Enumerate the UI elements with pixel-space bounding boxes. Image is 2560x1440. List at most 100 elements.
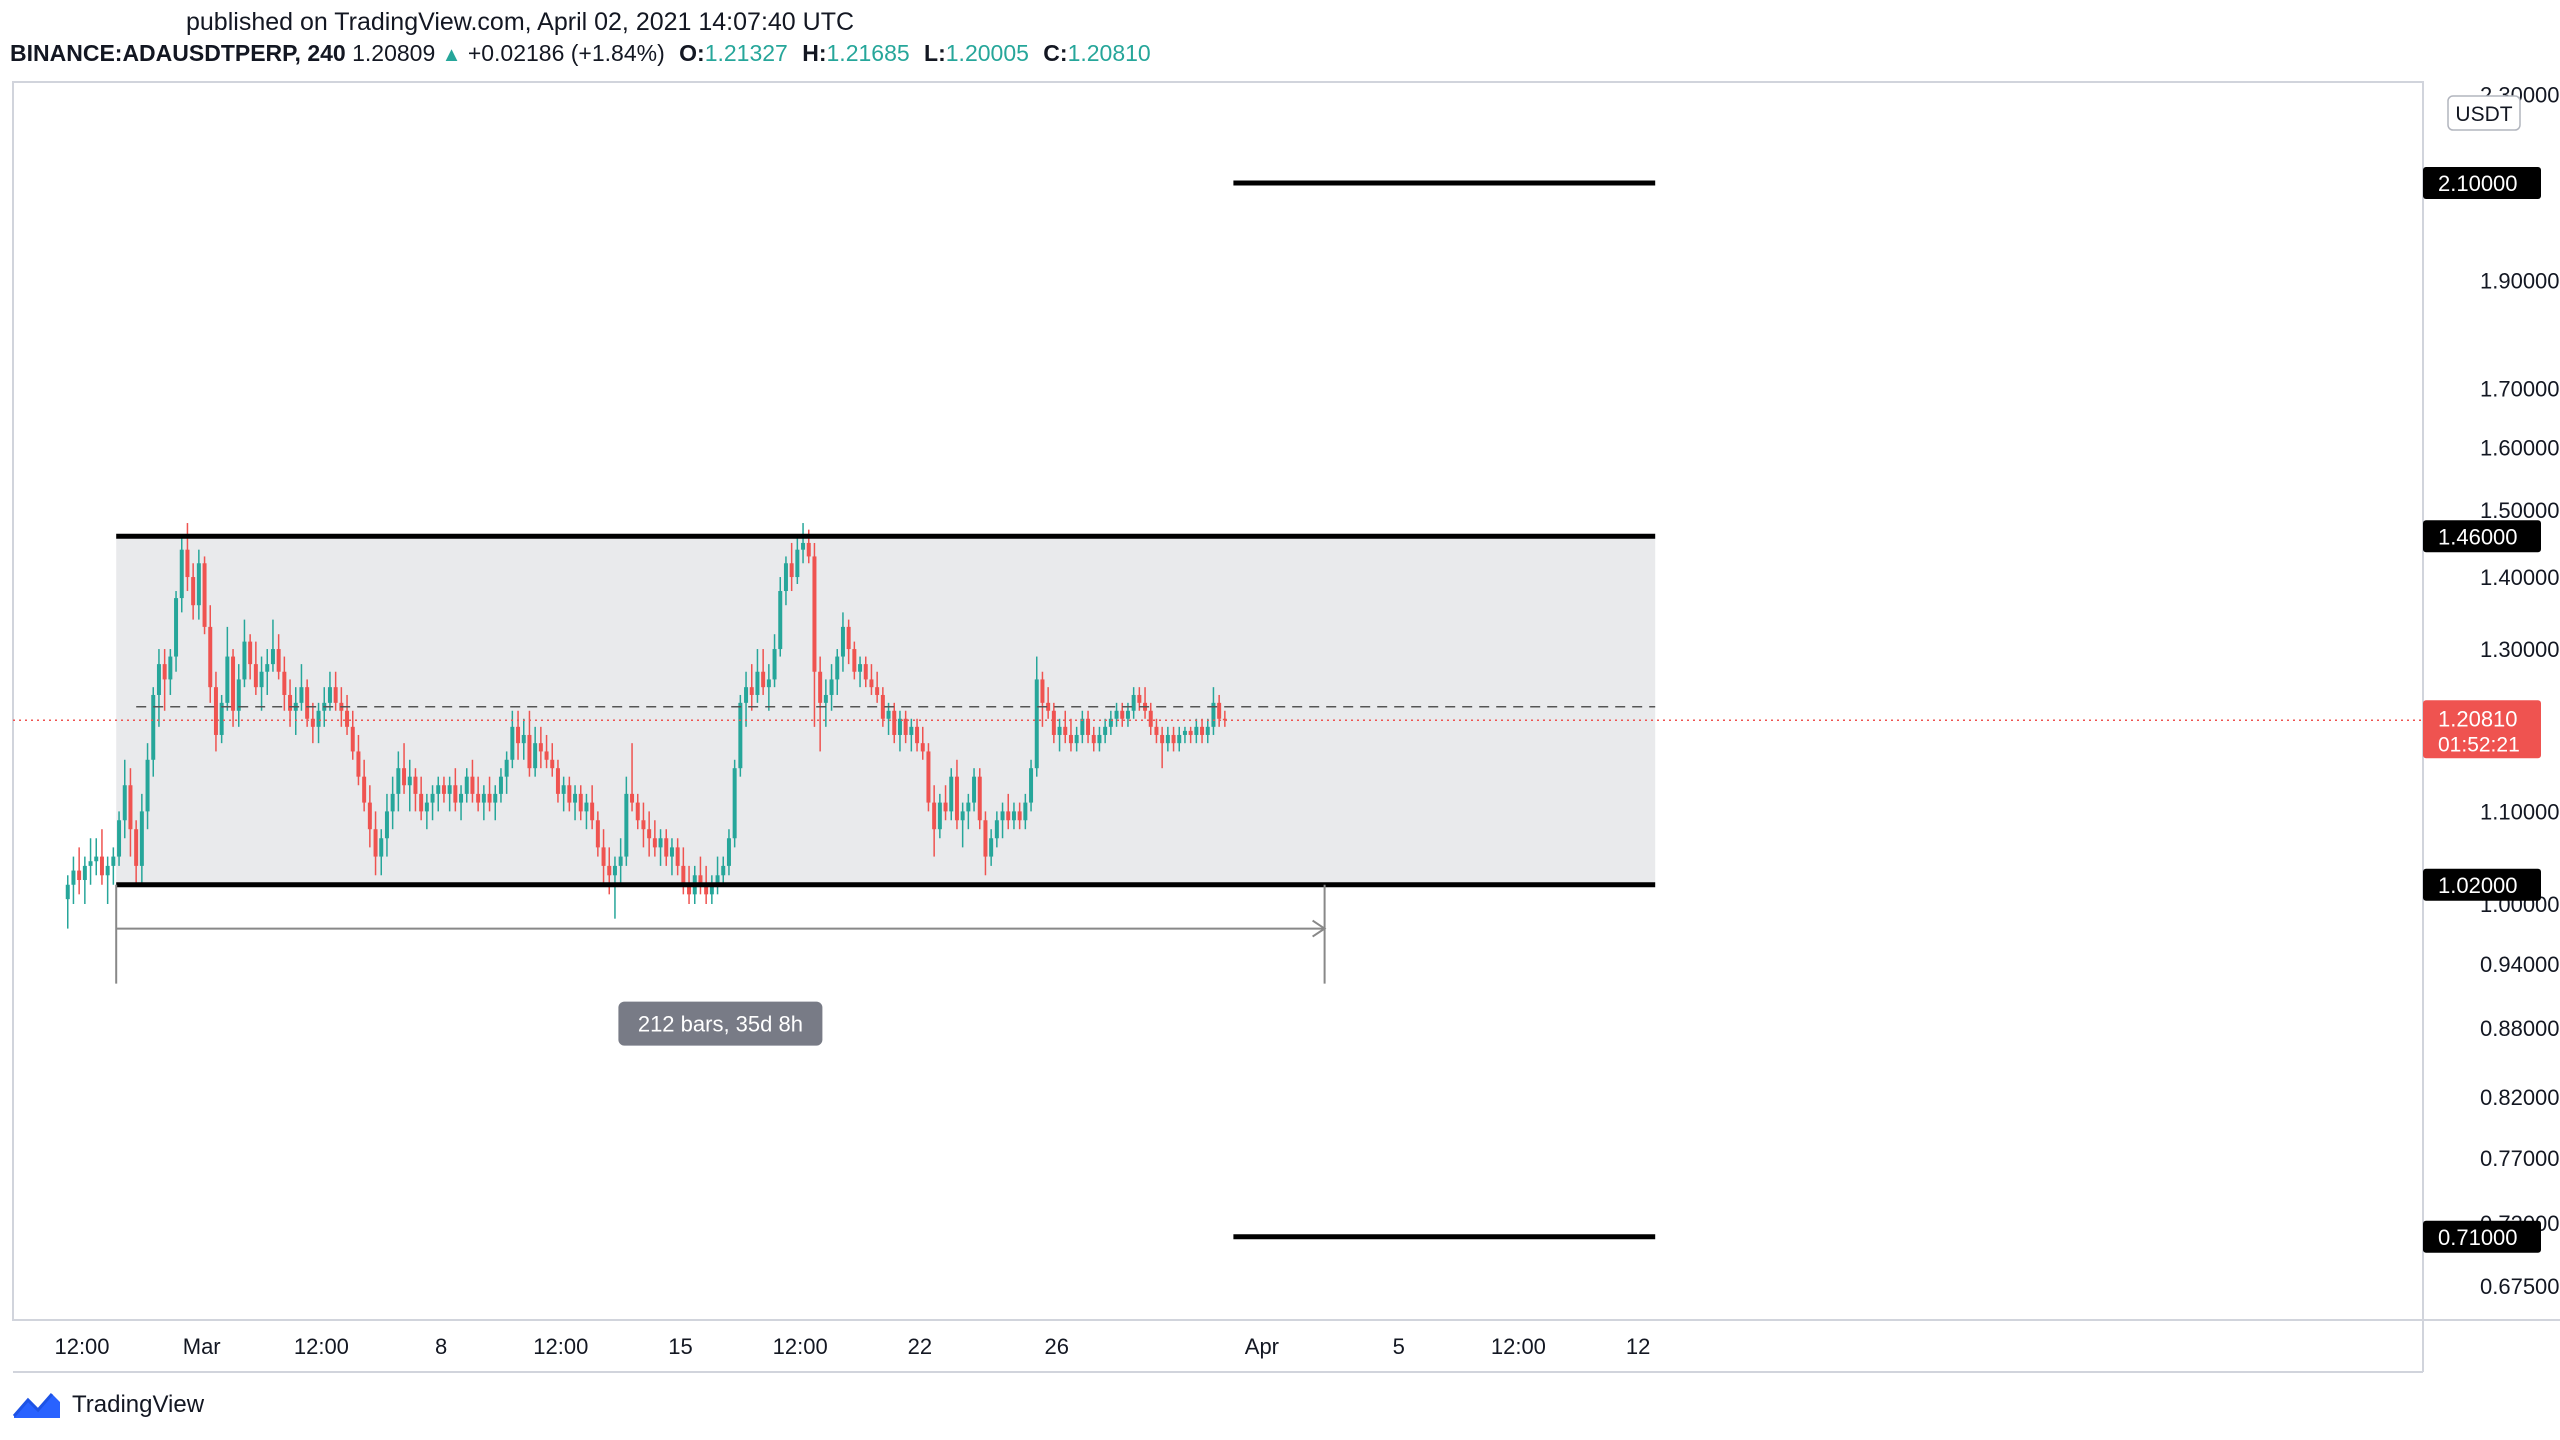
candle[interactable]: [869, 664, 874, 695]
candle[interactable]: [880, 687, 885, 727]
candle[interactable]: [1040, 671, 1045, 727]
candle[interactable]: [299, 664, 304, 711]
candle[interactable]: [846, 619, 851, 665]
candle[interactable]: [162, 649, 167, 711]
candle[interactable]: [384, 793, 389, 857]
candle[interactable]: [1046, 687, 1051, 719]
candle[interactable]: [117, 811, 122, 866]
candle[interactable]: [1051, 702, 1056, 744]
candle[interactable]: [772, 634, 777, 688]
candle[interactable]: [464, 768, 469, 803]
time-axis[interactable]: 12:00 Mar 12:00 8 12:00 15 12:00 22 26 Apr 5 12:00 1…: [54, 1334, 1650, 1359]
candle[interactable]: [327, 671, 332, 711]
candle[interactable]: [179, 536, 184, 613]
candle[interactable]: [362, 759, 367, 812]
candle[interactable]: [835, 649, 840, 695]
candle[interactable]: [863, 656, 868, 688]
candle[interactable]: [276, 634, 281, 680]
candle[interactable]: [1148, 702, 1153, 735]
price-axis[interactable]: 2.300001.900001.700001.600001.500001.400…: [2423, 83, 2560, 1299]
candle[interactable]: [544, 734, 549, 769]
candle[interactable]: [1182, 726, 1187, 744]
candles-layer[interactable]: [13, 523, 2423, 929]
candle[interactable]: [527, 710, 532, 777]
candle[interactable]: [231, 649, 236, 727]
candle[interactable]: [983, 811, 988, 876]
candle[interactable]: [1023, 793, 1028, 830]
candle[interactable]: [709, 875, 714, 904]
candle[interactable]: [470, 759, 475, 803]
candle[interactable]: [270, 619, 275, 672]
candle[interactable]: [1200, 718, 1205, 744]
candle[interactable]: [1165, 726, 1170, 752]
candle[interactable]: [635, 793, 640, 830]
candle[interactable]: [675, 838, 680, 876]
candle[interactable]: [915, 718, 920, 752]
candle[interactable]: [139, 793, 144, 885]
candle[interactable]: [498, 768, 503, 803]
candle[interactable]: [236, 664, 241, 727]
candle[interactable]: [447, 776, 452, 812]
candle[interactable]: [829, 664, 834, 711]
candle[interactable]: [521, 718, 526, 760]
candle[interactable]: [1080, 710, 1085, 744]
candle[interactable]: [818, 656, 823, 752]
candle[interactable]: [516, 710, 521, 760]
candle[interactable]: [778, 577, 783, 657]
candle[interactable]: [345, 694, 350, 735]
candle[interactable]: [721, 856, 726, 885]
candle[interactable]: [122, 759, 127, 839]
candle[interactable]: [151, 687, 156, 777]
candle[interactable]: [1103, 718, 1108, 744]
candle[interactable]: [920, 726, 925, 760]
candle[interactable]: [647, 811, 652, 857]
candle[interactable]: [977, 768, 982, 830]
candle[interactable]: [441, 776, 446, 803]
candle[interactable]: [555, 759, 560, 803]
candle[interactable]: [909, 718, 914, 752]
candle[interactable]: [755, 649, 760, 703]
candle[interactable]: [134, 820, 139, 885]
candle[interactable]: [168, 649, 173, 695]
candle[interactable]: [858, 656, 863, 688]
candle[interactable]: [310, 702, 315, 744]
candle[interactable]: [242, 619, 247, 688]
candle[interactable]: [658, 829, 663, 866]
candle[interactable]: [590, 785, 595, 830]
candle[interactable]: [493, 785, 498, 821]
candle[interactable]: [1000, 802, 1005, 839]
candle[interactable]: [1011, 802, 1016, 830]
candle[interactable]: [504, 751, 509, 794]
candle[interactable]: [624, 776, 629, 866]
tradingview-brand[interactable]: TradingView: [12, 1390, 204, 1420]
candle[interactable]: [225, 626, 230, 711]
candle[interactable]: [145, 743, 150, 830]
candle[interactable]: [1131, 687, 1136, 719]
candle[interactable]: [601, 829, 606, 885]
candle[interactable]: [795, 536, 800, 585]
candle[interactable]: [367, 785, 372, 848]
candle[interactable]: [94, 838, 99, 876]
candle[interactable]: [823, 679, 828, 727]
candle[interactable]: [333, 671, 338, 711]
candle[interactable]: [1154, 718, 1159, 744]
candle[interactable]: [783, 556, 788, 606]
candle[interactable]: [994, 811, 999, 848]
candle[interactable]: [1194, 718, 1199, 744]
candle[interactable]: [1177, 726, 1182, 752]
symbol-name[interactable]: BINANCE:ADAUSDTPERP, 240: [10, 40, 346, 66]
candle[interactable]: [77, 847, 82, 895]
candle[interactable]: [584, 793, 589, 830]
candle[interactable]: [954, 759, 959, 830]
candle[interactable]: [305, 679, 310, 727]
candle[interactable]: [561, 776, 566, 812]
candle[interactable]: [65, 875, 70, 929]
candle[interactable]: [1057, 718, 1062, 752]
candle[interactable]: [1034, 656, 1039, 777]
candle[interactable]: [453, 768, 458, 812]
candle[interactable]: [664, 829, 669, 866]
candle[interactable]: [932, 785, 937, 857]
candle[interactable]: [766, 664, 771, 711]
candle[interactable]: [350, 710, 355, 760]
